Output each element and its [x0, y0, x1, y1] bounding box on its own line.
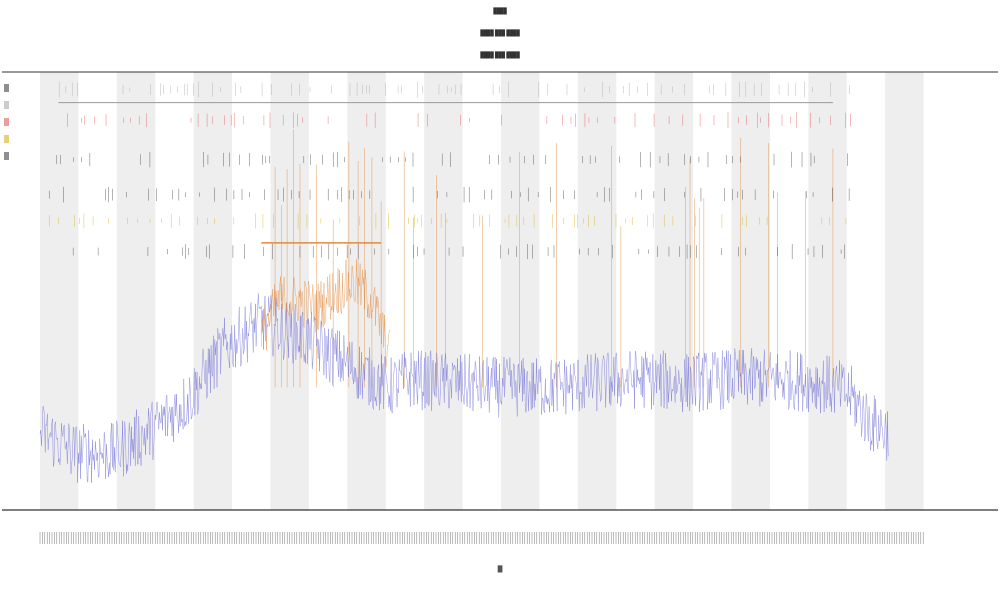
grid-band [808, 72, 847, 510]
tick-row [67, 112, 851, 129]
grid-band [731, 72, 770, 510]
x-axis-label: █ [497, 566, 503, 573]
chart-subtitle-2: ████ ███ ████ [480, 52, 520, 59]
grid-band [270, 72, 309, 510]
grid-bands [40, 72, 924, 510]
chart-title: ████ [493, 8, 507, 15]
grid-band [885, 72, 924, 510]
grid-band [193, 72, 233, 510]
tick-row [48, 212, 847, 229]
axes [2, 71, 998, 544]
tick-rows [48, 81, 851, 260]
grid-band [577, 72, 617, 510]
tick-row [58, 81, 850, 98]
grid-band [654, 72, 694, 510]
grid-band [501, 72, 540, 510]
highlight-series [261, 259, 390, 368]
tick-row [72, 243, 845, 260]
legend-swatch [4, 101, 9, 109]
legend-swatch [4, 118, 9, 126]
tick-row [48, 186, 850, 203]
grid-band [116, 72, 156, 510]
range-segments [58, 102, 833, 244]
chart-subtitle-1: ████ ███ ████ [480, 30, 520, 37]
legend [4, 84, 9, 160]
spike-lines [274, 129, 834, 388]
legend-swatch [4, 135, 9, 143]
grid-band [40, 72, 79, 510]
legend-swatch [4, 152, 9, 160]
series-lines [39, 259, 889, 484]
legend-swatch [4, 84, 9, 92]
tick-row [56, 151, 848, 168]
grid-band [424, 72, 463, 510]
signal-series [39, 293, 889, 484]
